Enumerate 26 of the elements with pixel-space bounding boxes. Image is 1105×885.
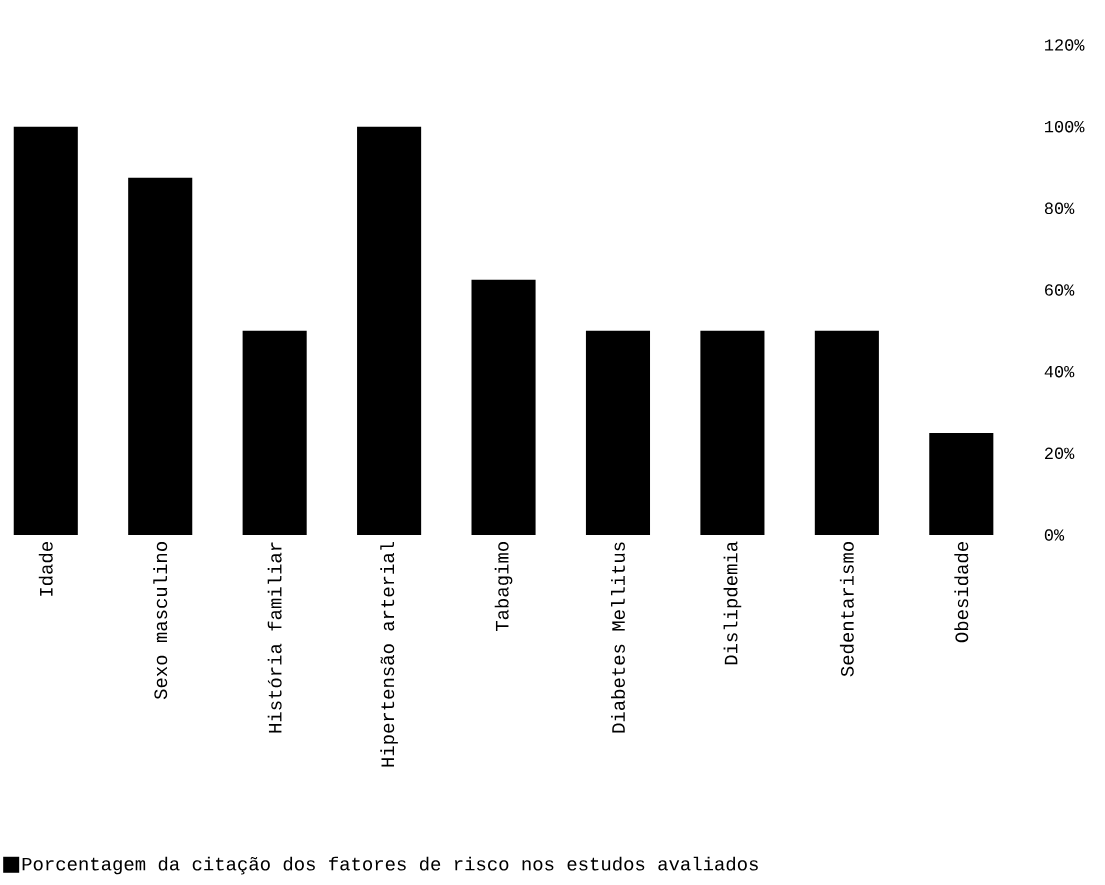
x-tick-label: Sexo masculino xyxy=(153,542,168,700)
bar xyxy=(814,330,879,535)
y-tick-label: 0% xyxy=(1044,529,1065,541)
bar xyxy=(585,330,651,535)
legend-label: Porcentagem da citação dos fatores de risco nos estudos avaliados xyxy=(22,856,758,875)
x-tick-label: Dislipdemia xyxy=(723,541,742,665)
x-tick-label: Tabagimo xyxy=(494,542,513,632)
x-tick-label: Diabetes Mellitus xyxy=(611,542,625,733)
y-tick-label: 120% xyxy=(1045,39,1085,51)
y-tick-label: 40% xyxy=(1044,365,1075,378)
y-tick-label: 20% xyxy=(1045,447,1075,460)
x-tick-label: Hipertensão arterial xyxy=(380,541,398,767)
x-tick-label: Sedentarismo xyxy=(839,542,854,677)
x-tick-label: Obesidade xyxy=(954,542,969,643)
bar xyxy=(700,330,765,535)
y-tick-label: 100% xyxy=(1045,120,1085,133)
y-tick-label: 60% xyxy=(1045,284,1075,296)
bar xyxy=(471,279,536,535)
y-tick-label: 80% xyxy=(1044,202,1075,215)
bar xyxy=(357,126,422,535)
bar xyxy=(13,126,78,535)
bar xyxy=(242,330,307,535)
bar xyxy=(929,432,994,535)
x-tick-label: História familiar xyxy=(267,542,282,733)
x-tick-label: Idade xyxy=(38,542,53,596)
bar xyxy=(128,177,193,535)
